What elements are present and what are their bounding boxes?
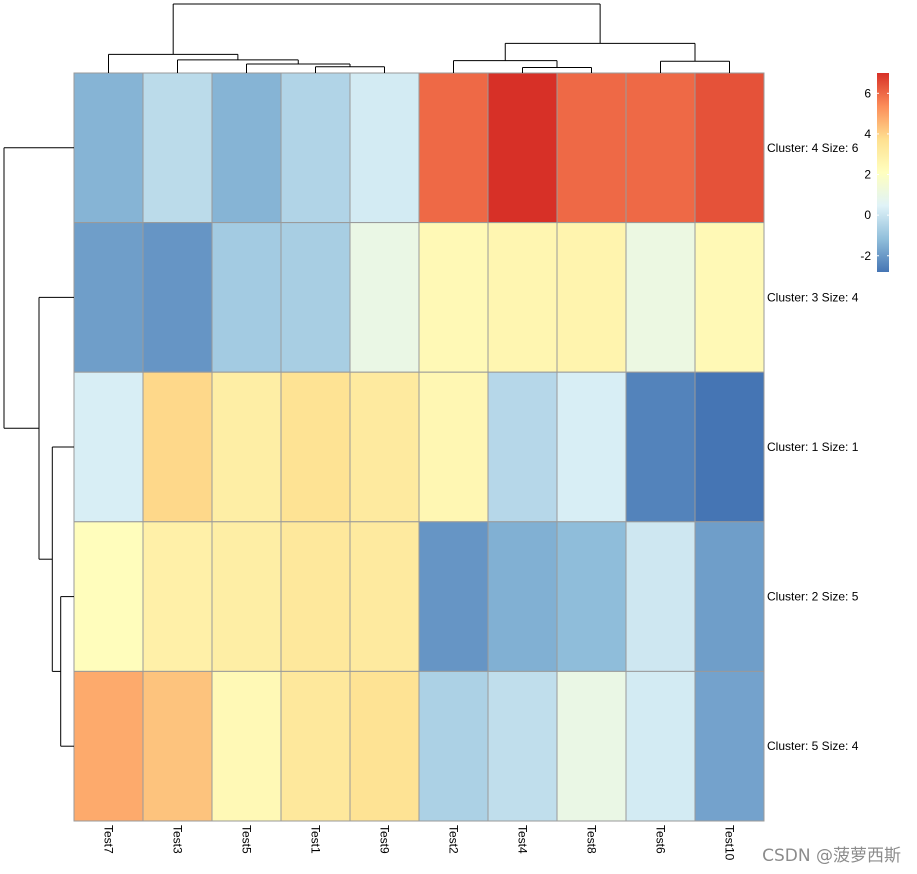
watermark-text: CSDN @菠萝西斯 bbox=[762, 846, 901, 866]
heatmap-cell bbox=[487, 371, 558, 523]
heatmap-cell bbox=[280, 670, 351, 822]
column-label: Test7 bbox=[102, 825, 116, 854]
row-label: Cluster: 1 Size: 1 bbox=[767, 440, 859, 454]
heatmap-cell bbox=[211, 371, 282, 523]
heatmap-cell bbox=[625, 72, 696, 224]
column-label: Test1 bbox=[309, 825, 323, 854]
heatmap-cell bbox=[418, 371, 489, 523]
heatmap-cell bbox=[73, 72, 144, 224]
heatmap-cell bbox=[73, 222, 144, 373]
heatmap-cell bbox=[142, 670, 213, 822]
heatmap-cell bbox=[211, 72, 282, 224]
legend-color-bar bbox=[877, 73, 889, 272]
heatmap-cell bbox=[73, 521, 144, 672]
heatmap-cell bbox=[349, 72, 420, 224]
heatmap-cell bbox=[625, 521, 696, 672]
column-labels: Test7 Test3 Test5 Test1 Test9 Test2 Test4 Test8… bbox=[102, 825, 737, 861]
heatmap-cell bbox=[349, 521, 420, 672]
heatmap-cell bbox=[625, 222, 696, 373]
heatmap-cell bbox=[280, 72, 351, 224]
column-label: Test3 bbox=[171, 825, 185, 854]
heatmap-cell bbox=[487, 521, 558, 672]
heatmap-cell bbox=[211, 670, 282, 822]
heatmap-cell bbox=[625, 371, 696, 523]
column-label: Test5 bbox=[240, 825, 254, 854]
heatmap-cell bbox=[142, 222, 213, 373]
legend-tick-label: 2 bbox=[864, 168, 871, 182]
heatmap-cell bbox=[73, 371, 144, 523]
legend-tick-label: -2 bbox=[860, 249, 871, 263]
heatmap-cell bbox=[487, 222, 558, 373]
heatmap-cell bbox=[694, 521, 765, 672]
heatmap-cell bbox=[556, 670, 627, 822]
heatmap-cell bbox=[73, 670, 144, 822]
column-label: Test4 bbox=[516, 825, 530, 854]
heatmap-cell bbox=[418, 521, 489, 672]
heatmap-cell bbox=[556, 521, 627, 672]
heatmap-cell bbox=[280, 222, 351, 373]
heatmap-cell bbox=[556, 72, 627, 224]
heatmap-cell bbox=[211, 222, 282, 373]
legend-tick-label: 4 bbox=[864, 127, 871, 141]
heatmap-cell bbox=[280, 521, 351, 672]
heatmap-cell bbox=[556, 371, 627, 523]
heatmap-cell bbox=[349, 371, 420, 523]
heatmap-cell bbox=[280, 371, 351, 523]
heatmap-cell bbox=[349, 670, 420, 822]
heatmap-cell bbox=[694, 72, 765, 224]
column-label: Test9 bbox=[378, 825, 392, 854]
legend-tick-label: 0 bbox=[864, 208, 871, 222]
heatmap-cell bbox=[418, 72, 489, 224]
heatmap-cell bbox=[211, 521, 282, 672]
heatmap-cell bbox=[142, 521, 213, 672]
row-label: Cluster: 4 Size: 6 bbox=[767, 141, 859, 155]
heatmap-cell bbox=[418, 670, 489, 822]
column-dendrogram bbox=[108, 3, 730, 73]
column-label: Test8 bbox=[585, 825, 599, 854]
heatmap-cell bbox=[349, 222, 420, 373]
heatmap-cell bbox=[694, 222, 765, 373]
legend-tick-label: 6 bbox=[864, 86, 871, 100]
heatmap-cell bbox=[694, 371, 765, 523]
row-labels: Cluster: 4 Size: 6 Cluster: 3 Size: 4 Clus… bbox=[767, 141, 859, 753]
row-label: Cluster: 5 Size: 4 bbox=[767, 739, 859, 753]
heatmap-cell bbox=[625, 670, 696, 822]
column-label: Test10 bbox=[723, 825, 737, 861]
heatmap-cell bbox=[694, 670, 765, 822]
heatmap-cells bbox=[73, 72, 765, 822]
heatmap-cell bbox=[487, 72, 558, 224]
heatmap-cell bbox=[487, 670, 558, 822]
heatmap-cell bbox=[142, 72, 213, 224]
row-dendrogram bbox=[3, 147, 74, 747]
heatmap-cell bbox=[142, 371, 213, 523]
column-label: Test6 bbox=[654, 825, 668, 854]
color-legend: 6 4 2 0 -2 bbox=[860, 73, 889, 272]
column-label: Test2 bbox=[447, 825, 461, 854]
row-label: Cluster: 3 Size: 4 bbox=[767, 290, 859, 304]
row-label: Cluster: 2 Size: 5 bbox=[767, 590, 859, 604]
heatmap-cell bbox=[556, 222, 627, 373]
heatmap-cell bbox=[418, 222, 489, 373]
